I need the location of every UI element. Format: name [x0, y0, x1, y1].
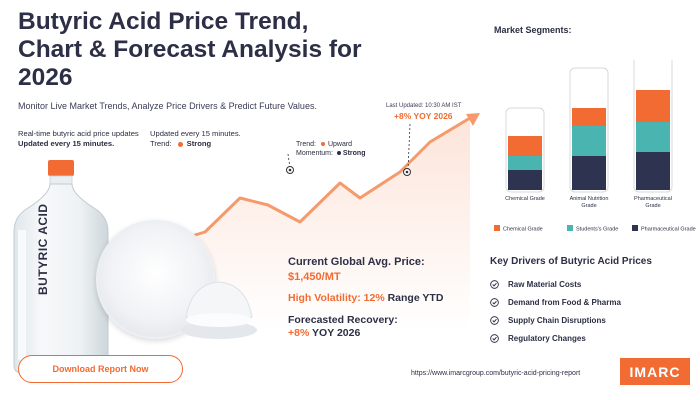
segments-title: Market Segments:: [494, 25, 572, 35]
bar-segment: [572, 126, 606, 156]
recovery-label: Forecasted Recovery:: [288, 314, 398, 326]
page-subtitle: Monitor Live Market Trends, Analyze Pric…: [18, 101, 317, 111]
momentum-label: Momentum:: [296, 150, 333, 157]
trend-dot-icon: [177, 141, 183, 147]
check-icon: [490, 279, 499, 289]
bottle-image: [13, 160, 109, 374]
trend-value: Strong: [186, 139, 212, 148]
legend-label: Pharmaceutical Grade: [641, 227, 696, 233]
category-label: Animal Nutrition: [570, 196, 609, 202]
check-icon: [490, 333, 499, 343]
bar-segment: [508, 156, 542, 170]
bottle-label: BUTYRIC ACID: [36, 203, 50, 295]
realtime-line1: Real-time butyric acid price updates: [18, 129, 139, 138]
trend-direction: Upward: [327, 141, 353, 148]
legend-label: Chemical Grade: [503, 227, 543, 233]
imarc-logo: IMARC: [620, 358, 690, 385]
driver-item: Supply Chain Disruptions: [490, 311, 652, 329]
check-icon: [490, 297, 499, 307]
last-updated: Last Updated: 10:30 AM IST: [386, 103, 462, 109]
bar-segment: [572, 108, 606, 126]
trend-info-box: Trend: Upward Momentum: Strong: [296, 140, 365, 158]
trend-area: [150, 118, 470, 330]
bar-segment: [636, 152, 670, 190]
momentum-bullet-icon: [336, 151, 341, 156]
powder-dish-image: [181, 281, 257, 339]
legend-swatch: [567, 225, 573, 231]
recovery-value: +8%: [288, 327, 310, 339]
category-label: Chemical Grade: [505, 196, 545, 202]
bar-segment: [636, 122, 670, 152]
driver-label: Demand from Food & Pharma: [508, 297, 621, 307]
updated-every: Updated every 15 minutes.: [150, 129, 241, 138]
category-label: Pharmaceutical: [634, 196, 672, 202]
update-status: Updated every 15 minutes. Trend: Strong: [150, 129, 241, 149]
recovery-period: YOY 2026: [312, 327, 361, 339]
bottle-cap: [48, 160, 74, 176]
segments-chart: Chemical Grade Animal NutritionGradePharm…: [494, 60, 696, 233]
legend-swatch: [632, 225, 638, 231]
trend-line: [148, 116, 472, 274]
category-label: Grade: [581, 203, 596, 209]
bar-segment: [572, 156, 606, 190]
price-block: Current Global Avg. Price: $1,450/MT: [288, 256, 425, 283]
page-title: Butyric Acid Price Trend, Chart & Foreca…: [18, 8, 362, 91]
driver-item: Raw Material Costs: [490, 275, 652, 293]
forecast-recovery: Forecasted Recovery: +8% YOY 2026: [288, 314, 398, 340]
realtime-updates: Real-time butyric acid price updates Upd…: [18, 129, 139, 149]
driver-label: Supply Chain Disruptions: [508, 315, 606, 325]
check-icon: [490, 315, 499, 325]
realtime-line2: Updated every 15 minutes.: [18, 139, 115, 148]
driver-label: Raw Material Costs: [508, 279, 582, 289]
volatility: High Volatility: 12% Range YTD: [288, 292, 443, 304]
driver-item: Regulatory Changes: [490, 329, 652, 347]
trend-line-label: Trend:: [296, 141, 316, 148]
category-label: Grade: [645, 203, 660, 209]
volatility-value: High Volatility: 12%: [288, 292, 385, 304]
bar-segment: [508, 170, 542, 190]
bar-segment: [636, 90, 670, 122]
driver-label: Regulatory Changes: [508, 333, 586, 343]
drivers-title: Key Drivers of Butyric Acid Prices: [490, 256, 652, 267]
current-price-label: Current Global Avg. Price:: [288, 256, 425, 268]
driver-item: Demand from Food & Pharma: [490, 293, 652, 311]
trend-bullet-icon: [320, 142, 325, 147]
key-drivers: Key Drivers of Butyric Acid Prices Raw M…: [490, 256, 652, 347]
yoy-label: +8% YOY 2026: [394, 111, 453, 121]
momentum-value: Strong: [342, 150, 366, 157]
bottle-body: [13, 183, 109, 374]
trend-label: Trend:: [150, 139, 172, 148]
bar-segment: [508, 136, 542, 156]
download-report-button[interactable]: Download Report Now: [18, 355, 183, 383]
callout-line-1: [287, 153, 291, 169]
trend-status: Trend: Strong: [150, 139, 241, 149]
legend-swatch: [494, 225, 500, 231]
report-url[interactable]: https://www.imarcgroup.com/butyric-acid-…: [411, 370, 581, 377]
trend-arrow-icon: [466, 113, 480, 126]
volatility-range: Range YTD: [387, 292, 444, 304]
legend-label: Students's Grade: [576, 227, 618, 233]
current-price-value: $1,450/MT: [288, 271, 341, 283]
